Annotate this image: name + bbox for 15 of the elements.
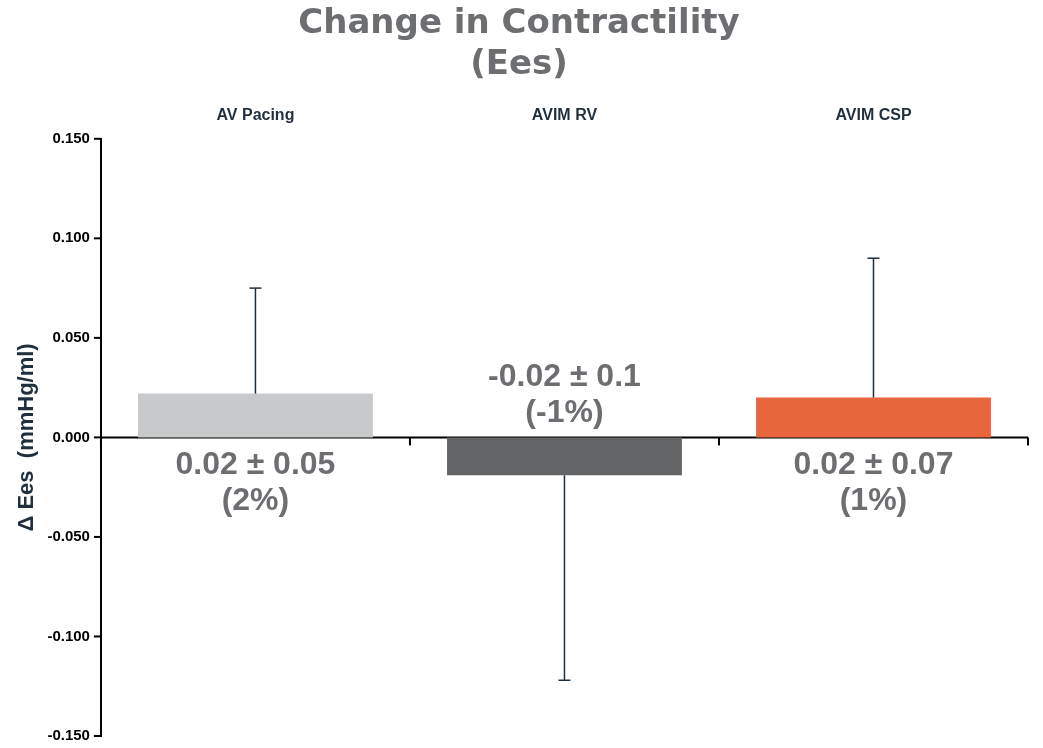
y-tick-label: -0.100 [47, 626, 90, 644]
data-label: 0.02 ± 0.07 (1%) [793, 445, 954, 518]
data-label: 0.02 ± 0.05 (2%) [175, 445, 336, 518]
y-tick-label: -0.050 [47, 527, 90, 545]
x-tick-label: AVIM CSP [835, 105, 912, 123]
chart-title: Change in Contractility (Ees) [298, 1, 740, 83]
x-tick-label: AVIM RV [531, 105, 598, 123]
y-tick-label: 0.000 [52, 427, 90, 445]
y-axis-title: Δ Ees (mmHg/ml) [13, 343, 39, 532]
x-tick-label: AV Pacing [216, 105, 295, 123]
y-tick-label: 0.150 [52, 128, 90, 146]
y-tick-label: -0.150 [47, 726, 90, 744]
y-tick-label: 0.050 [52, 328, 90, 346]
data-label: -0.02 ± 0.1 (-1%) [488, 357, 641, 430]
y-tick-label: 0.100 [52, 228, 90, 246]
